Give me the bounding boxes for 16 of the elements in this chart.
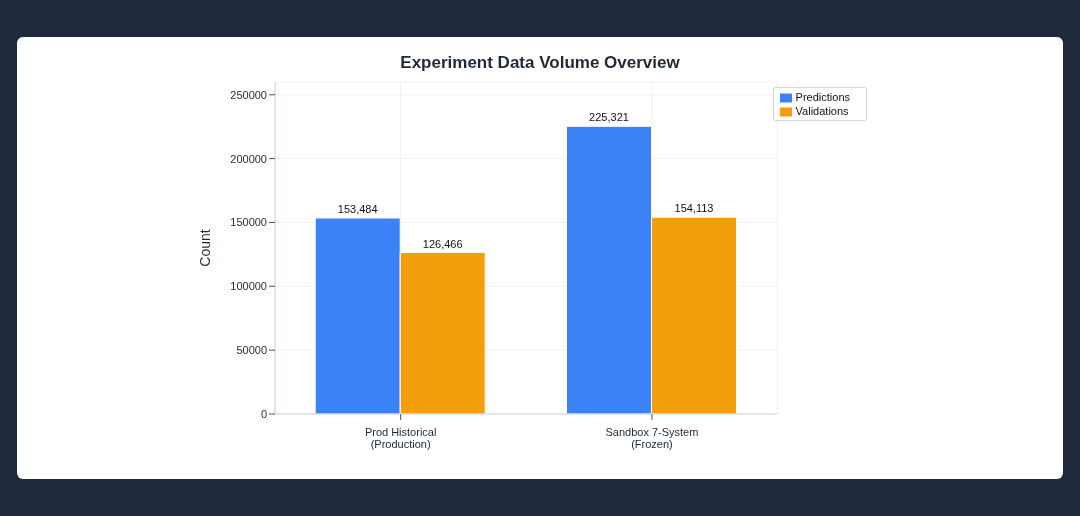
data-label: 225,321 <box>589 111 629 124</box>
x-tick-label: Sandbox 7-System (Frozen) <box>605 426 699 450</box>
legend-label: Validations <box>795 105 849 118</box>
y-tick-label: 100000 <box>230 280 267 293</box>
y-tick-label: 150000 <box>230 216 267 229</box>
y-axis-title: Count <box>196 229 213 267</box>
x-tick-label: Prod Historical (Production) <box>364 426 437 450</box>
data-label: 153,484 <box>337 203 378 216</box>
legend-label: Predictions <box>795 91 850 103</box>
chart-title: Experiment Data Volume Overview <box>399 53 681 73</box>
y-tick-label: 200000 <box>230 152 267 165</box>
y-tick-label: 50000 <box>236 344 267 357</box>
data-label: 154,113 <box>674 202 714 215</box>
y-tick-label: 250000 <box>230 88 267 101</box>
data-label: 126,466 <box>422 237 463 250</box>
y-tick-label: 0 <box>260 407 267 420</box>
